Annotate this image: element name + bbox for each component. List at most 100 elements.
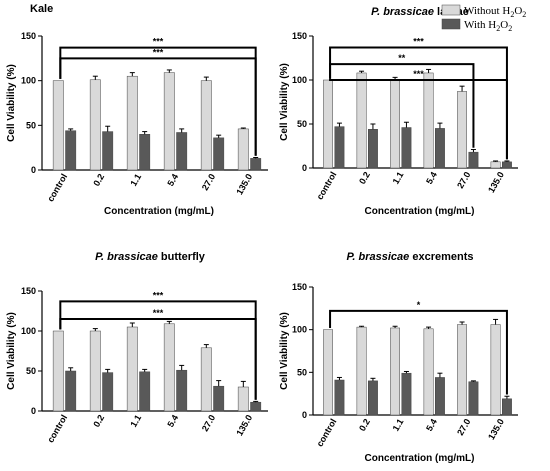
x-tick-label: 5.4 — [424, 170, 439, 186]
bar-without-h2o2 — [390, 79, 400, 169]
bar-without-h2o2 — [52, 80, 64, 171]
bar-without-h2o2 — [390, 327, 400, 416]
legend-label-sub: 2 — [510, 10, 514, 19]
x-tick-label: 1.1 — [391, 417, 406, 433]
bar-with-h2o2 — [213, 137, 225, 171]
y-tick-label: 0 — [31, 165, 36, 175]
y-tick-label: 50 — [297, 367, 307, 377]
chart-title-text: Kale — [30, 3, 53, 15]
bar-without-h2o2 — [423, 72, 434, 169]
y-tick-label: 150 — [21, 31, 36, 41]
y-tick-label: 0 — [302, 410, 307, 420]
significance-label: ** — [398, 53, 406, 63]
bar-without-h2o2 — [490, 161, 501, 169]
bar-without-h2o2 — [237, 386, 249, 412]
bar-without-h2o2 — [126, 75, 138, 171]
bar-without-h2o2 — [126, 326, 138, 412]
bar-without-h2o2 — [89, 330, 101, 412]
bar-with-h2o2 — [176, 132, 188, 171]
x-tick-label: 27.0 — [200, 172, 217, 192]
x-tick-label: control — [45, 413, 69, 444]
x-tick-label: 135.0 — [234, 172, 254, 197]
bar-with-h2o2 — [176, 369, 188, 412]
legend-label-sub2: 2 — [508, 24, 512, 33]
bar-without-h2o2 — [356, 326, 367, 416]
x-tick-label: control — [45, 172, 69, 203]
chart-panel-1: Kale 0 50 100 150 Cell Viability (%) Concentra… — [6, 3, 268, 217]
legend-label: With H2O2 — [464, 19, 512, 33]
chart-panel-2: P. brassicae larvae050100150Cell Viabili… — [279, 6, 518, 217]
bar-with-h2o2 — [401, 127, 412, 169]
bar-without-h2o2 — [423, 328, 434, 416]
bar-with-h2o2 — [213, 385, 225, 412]
bar-with-h2o2 — [334, 379, 345, 416]
bar-with-h2o2 — [65, 370, 77, 412]
legend-label-tail: O — [514, 5, 522, 17]
significance-label: *** — [413, 69, 424, 79]
legend-label-tail: O — [500, 19, 508, 31]
y-axis-label: Cell Viability (%) — [6, 312, 17, 390]
bar-with-h2o2 — [368, 380, 378, 416]
bar-without-h2o2 — [200, 80, 212, 171]
significance-bracket — [329, 63, 475, 148]
legend-label-sub2: 2 — [522, 10, 526, 19]
x-tick-label: 0.2 — [357, 417, 372, 433]
significance-bracket — [329, 78, 508, 160]
bar-without-h2o2 — [323, 329, 333, 416]
y-tick-label: 50 — [297, 119, 307, 129]
significance-label: *** — [153, 308, 164, 318]
x-tick-label: 1.1 — [128, 413, 143, 429]
x-tick-label: 135.0 — [486, 170, 506, 195]
legend-label-main: With H — [464, 19, 496, 31]
bar-with-h2o2 — [250, 401, 262, 412]
bar-with-h2o2 — [334, 126, 345, 169]
x-tick-label: control — [315, 417, 339, 448]
chart-title-italic: P. brassicae — [346, 251, 412, 263]
bar-without-h2o2 — [457, 324, 467, 416]
x-tick-label: 27.0 — [455, 417, 472, 437]
legend-swatch — [441, 4, 461, 16]
bar-without-h2o2 — [163, 72, 175, 171]
y-tick-label: 50 — [26, 366, 36, 376]
chart-title: Kale — [30, 3, 53, 15]
x-tick-label: 0.2 — [357, 170, 372, 186]
x-tick-label: 27.0 — [455, 170, 472, 190]
legend-swatch — [441, 18, 461, 30]
x-tick-label: 5.4 — [165, 413, 180, 429]
bar-without-h2o2 — [200, 347, 212, 412]
significance-label: * — [417, 300, 421, 310]
bar-with-h2o2 — [102, 131, 114, 171]
y-axis-label: Cell Viability (%) — [6, 64, 17, 142]
bar-with-h2o2 — [368, 129, 378, 169]
legend-label-sub: 2 — [496, 24, 500, 33]
chart-title-italic: P. brassicae — [95, 251, 161, 263]
bar-with-h2o2 — [502, 161, 512, 169]
x-tick-label: 27.0 — [200, 413, 217, 433]
x-axis-label: Concentration (mg/mL) — [365, 206, 475, 217]
x-tick-label: 5.4 — [165, 172, 180, 188]
y-tick-label: 150 — [292, 31, 307, 41]
significance-bracket — [59, 46, 257, 156]
y-tick-label: 100 — [292, 325, 307, 335]
legend-label-main: Without H — [464, 5, 510, 17]
chart-title-italic: P. brassicae — [371, 6, 437, 18]
x-axis-label: Concentration (mg/mL) — [365, 453, 475, 464]
bar-with-h2o2 — [468, 381, 479, 416]
bar-without-h2o2 — [89, 79, 101, 171]
y-tick-label: 100 — [292, 75, 307, 85]
bar-with-h2o2 — [502, 398, 512, 416]
bar-without-h2o2 — [356, 72, 367, 169]
y-tick-label: 100 — [21, 76, 36, 86]
significance-bracket — [59, 318, 257, 400]
bar-with-h2o2 — [139, 371, 151, 412]
bar-with-h2o2 — [401, 372, 412, 416]
y-tick-label: 0 — [302, 163, 307, 173]
y-axis-label: Cell Viability (%) — [279, 63, 290, 141]
legend-label: Without H2O2 — [464, 5, 526, 19]
bar-with-h2o2 — [468, 151, 479, 169]
chart-title: P. brassicae excrements — [346, 251, 473, 263]
bar-without-h2o2 — [323, 79, 333, 169]
bar-without-h2o2 — [237, 128, 249, 171]
x-tick-label: 0.2 — [91, 413, 106, 429]
